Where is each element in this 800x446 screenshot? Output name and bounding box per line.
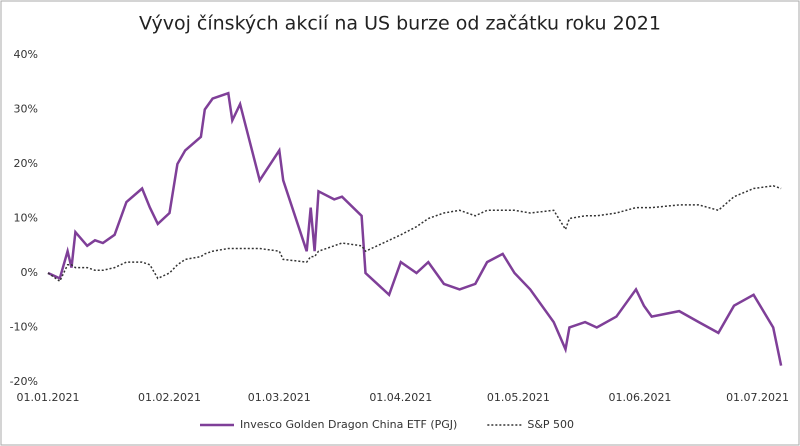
legend-label: Invesco Golden Dragon China ETF (PGJ): [240, 418, 457, 431]
y-tick-label: -10%: [10, 321, 38, 334]
chart-title: Vývoj čínských akcií na US burze od začá…: [139, 13, 661, 35]
x-tick-label: 01.07.2021: [726, 391, 789, 404]
x-tick-label: 01.02.2021: [138, 391, 201, 404]
y-tick-label: 10%: [14, 212, 38, 225]
x-tick-label: 01.03.2021: [248, 391, 311, 404]
y-tick-label: 40%: [14, 48, 38, 61]
x-tick-label: 01.05.2021: [487, 391, 550, 404]
y-tick-label: 0%: [21, 266, 38, 279]
x-tick-label: 01.01.2021: [17, 391, 80, 404]
legend-label: S&P 500: [527, 418, 574, 431]
y-tick-label: 20%: [14, 157, 38, 170]
x-tick-label: 01.06.2021: [608, 391, 671, 404]
y-tick-label: 30%: [14, 103, 38, 116]
y-tick-label: -20%: [10, 375, 38, 388]
line-series: [47, 91, 783, 366]
x-tick-label: 01.04.2021: [369, 391, 432, 404]
